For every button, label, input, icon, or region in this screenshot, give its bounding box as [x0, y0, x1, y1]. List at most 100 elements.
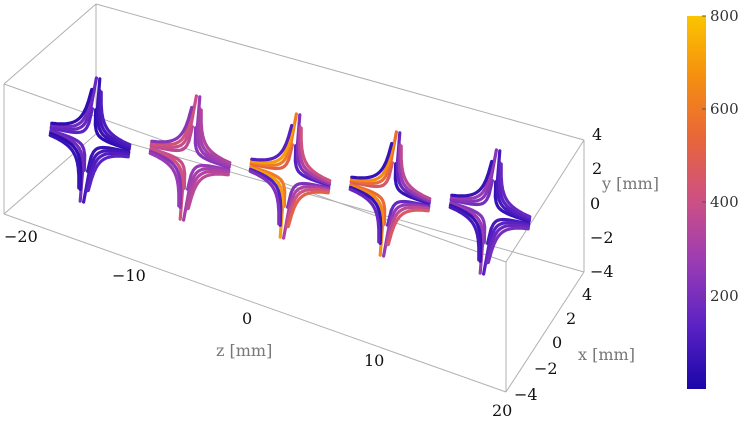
streamline	[250, 123, 294, 162]
streamline	[86, 145, 131, 173]
streamline	[82, 149, 131, 204]
streamline	[449, 202, 485, 275]
z-tick-label: 0	[242, 309, 252, 328]
x-tick-label: 0	[552, 333, 562, 352]
z-tick-label: −20	[4, 227, 38, 246]
y-tick-label: 0	[590, 194, 600, 213]
streamline	[299, 126, 332, 183]
streamline	[49, 76, 98, 131]
streamline	[249, 112, 298, 167]
y-tick-label: −2	[590, 228, 614, 247]
colorbar: 800 600 400 200	[687, 7, 739, 389]
streamline	[448, 203, 483, 263]
x-axis-label: x [mm]	[578, 345, 635, 364]
z-axis: −20 −10 0 10 20 z [mm]	[4, 227, 512, 420]
streamline	[449, 179, 494, 207]
streamline	[148, 149, 183, 209]
streamline	[350, 141, 395, 183]
colorbar-tick-label: 600	[710, 100, 739, 118]
streamline	[85, 151, 130, 193]
streamline	[499, 162, 532, 219]
streamline	[448, 205, 481, 262]
streamline	[186, 172, 230, 211]
streamline	[185, 169, 230, 211]
x-tick-label: 2	[566, 309, 576, 328]
streamline	[348, 187, 381, 244]
streamline	[49, 107, 94, 135]
streamline	[149, 94, 198, 149]
x-tick-label: −2	[534, 359, 558, 378]
x-axis: 4 2 0 −2 −4 x [mm]	[514, 285, 635, 404]
streamline	[150, 105, 195, 147]
streamline	[195, 95, 231, 168]
streamline	[486, 217, 531, 245]
streamline	[286, 190, 330, 229]
streamline	[350, 141, 394, 180]
y-tick-label: 2	[592, 159, 602, 178]
y-tick-label: −4	[590, 262, 614, 281]
streamline	[149, 125, 194, 153]
streamline	[50, 87, 95, 129]
z-tick-label: 10	[364, 351, 384, 370]
colorbar-bar	[687, 16, 706, 389]
streamline	[149, 148, 185, 221]
streamline	[95, 77, 131, 150]
streamline	[295, 113, 331, 186]
colorbar-tick-label: 800	[710, 7, 739, 25]
streamline	[250, 123, 295, 165]
streamline	[386, 208, 430, 247]
streamline	[450, 159, 495, 201]
streamline	[48, 133, 81, 190]
streamline	[286, 181, 331, 209]
streamline	[249, 166, 285, 239]
y-tick-label: 4	[592, 125, 602, 144]
y-axis-label: y [mm]	[601, 174, 659, 193]
streamline	[397, 143, 432, 203]
streamline	[249, 143, 294, 171]
y-axis: 4 2 0 −2 −4 y [mm]	[590, 125, 659, 281]
streamline	[86, 154, 130, 193]
streamline	[349, 130, 398, 185]
streamline	[48, 131, 83, 191]
streamline	[497, 161, 532, 221]
streamline	[485, 223, 530, 265]
streamline	[395, 131, 431, 204]
streamline	[282, 185, 331, 240]
streamline	[97, 89, 132, 149]
streamline	[348, 185, 383, 245]
z-tick-label: 20	[492, 401, 512, 420]
streamlines	[48, 76, 532, 276]
streamline	[197, 107, 232, 167]
streamline	[495, 149, 531, 222]
streamline	[386, 199, 431, 227]
streamline	[186, 163, 231, 191]
streamline	[199, 108, 232, 165]
streamline	[450, 159, 494, 198]
z-axis-label: z [mm]	[216, 341, 272, 360]
streamline	[150, 105, 194, 144]
streamline	[285, 187, 330, 229]
z-tick-label: −10	[112, 266, 146, 285]
x-tick-label: 4	[582, 285, 592, 304]
colorbar-tick-label: 200	[710, 287, 739, 305]
streamline	[449, 148, 498, 203]
streamline	[349, 161, 394, 189]
streamline	[50, 87, 94, 126]
streamline	[382, 203, 431, 258]
streamline	[399, 144, 432, 201]
streamline	[182, 167, 231, 222]
streamline	[99, 90, 132, 147]
bounding-box	[3, 3, 585, 393]
streamline	[248, 169, 281, 226]
streamline	[49, 130, 85, 203]
colorbar-ticks	[702, 15, 706, 297]
streamline	[248, 167, 283, 227]
x-tick-label: −4	[514, 385, 538, 404]
streamline	[385, 205, 430, 247]
streamline	[297, 125, 332, 185]
streamline	[482, 221, 531, 276]
colorbar-tick-label: 400	[710, 193, 739, 211]
streamline	[349, 184, 385, 257]
streamline	[486, 226, 530, 265]
